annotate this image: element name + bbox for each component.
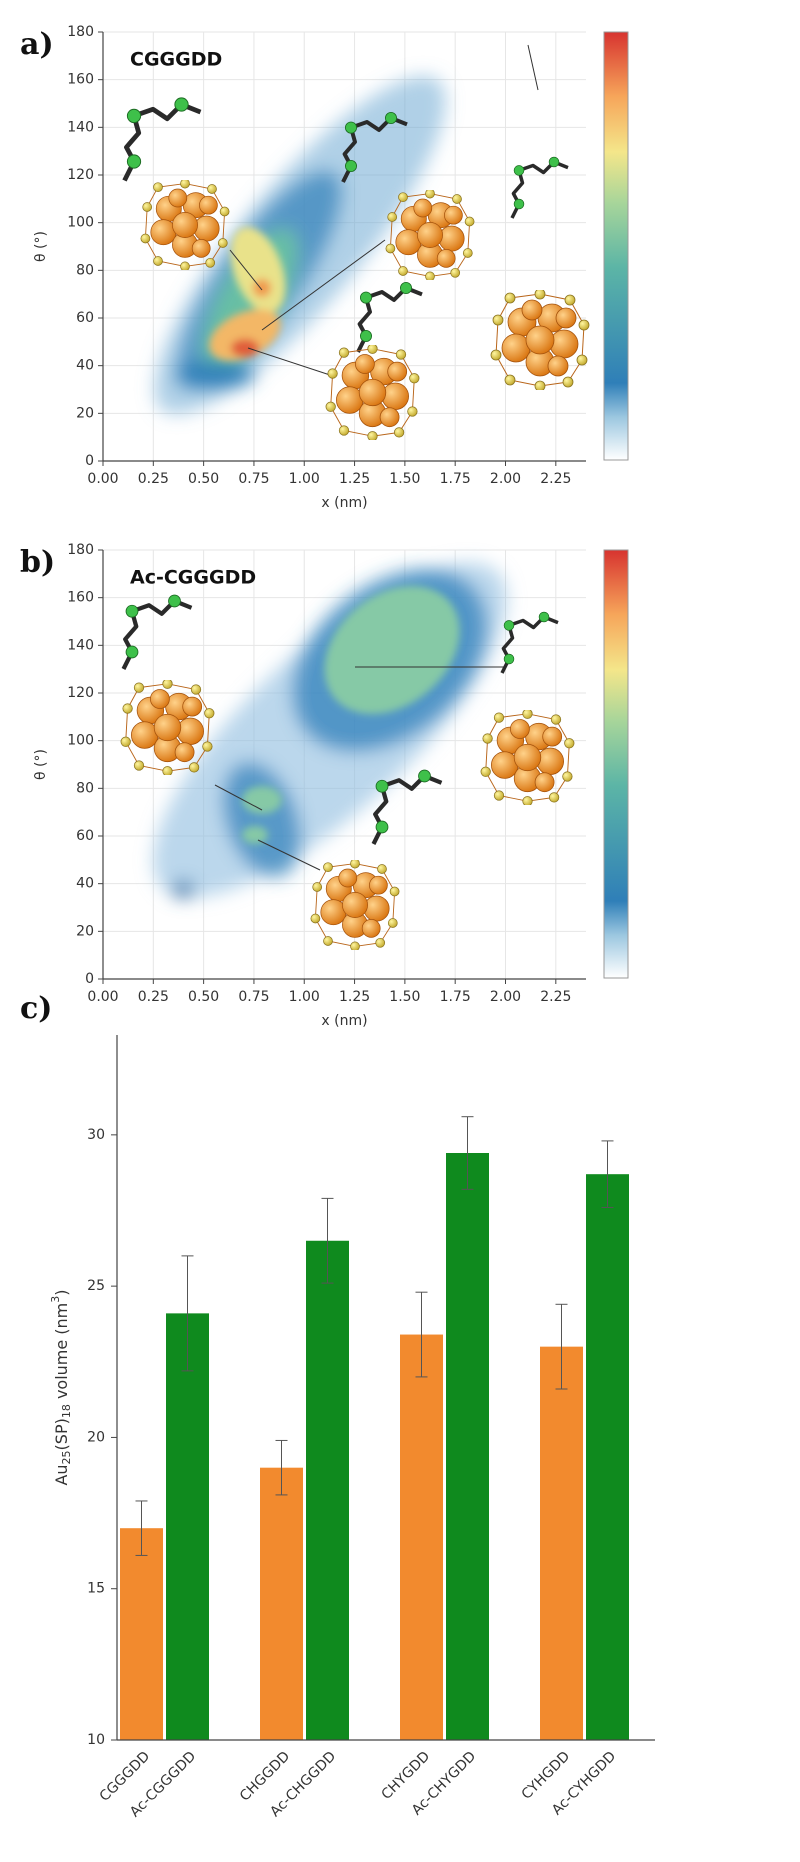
panel-label: a): [20, 27, 54, 62]
y-tick-label: 140: [67, 119, 94, 135]
y-axis-label-part: Au: [52, 1464, 71, 1485]
y-tick-label: 180: [67, 542, 94, 558]
error-bar: [275, 1439, 288, 1496]
y-tick-label: 10: [87, 1732, 105, 1748]
x-tick-label: 0.00: [87, 989, 118, 1005]
bar: [120, 1528, 163, 1740]
x-tick-label: 0.25: [138, 471, 169, 487]
y-tick-label: 60: [76, 310, 94, 326]
x-axis-label: x (nm): [321, 495, 367, 511]
y-tick-label: 40: [76, 358, 94, 374]
bar: [400, 1334, 443, 1740]
y-axis-label-part: 25: [60, 1450, 73, 1464]
x-tick-label: 1.75: [440, 471, 471, 487]
x-tick-label: 0.25: [138, 989, 169, 1005]
panel-title: Ac-CGGGDD: [130, 567, 256, 589]
y-tick-label: 140: [67, 637, 94, 653]
x-tick-label: 1.50: [389, 989, 420, 1005]
x-tick-label: 2.00: [490, 989, 521, 1005]
x-tick-label: 2.25: [540, 471, 571, 487]
x-tick-label: 2.00: [490, 471, 521, 487]
y-tick-label: 120: [67, 685, 94, 701]
y-tick-label: 20: [87, 1429, 105, 1445]
y-axis-label: θ (°): [33, 749, 49, 780]
y-tick-label: 15: [87, 1581, 105, 1597]
y-tick-label: 160: [67, 590, 94, 606]
y-tick-label: 80: [76, 262, 94, 278]
x-tick-label: 0.75: [238, 989, 269, 1005]
x-tick-label: 1.25: [339, 989, 370, 1005]
x-tick-label: 0.00: [87, 471, 118, 487]
y-tick-label: 100: [67, 215, 94, 231]
error-bar: [321, 1197, 334, 1284]
y-tick-label: 0: [85, 453, 94, 469]
x-tick-label: 1.50: [389, 471, 420, 487]
y-axis-label-part: volume (nm: [52, 1303, 71, 1404]
bar: [166, 1313, 209, 1740]
y-tick-label: 25: [87, 1278, 105, 1294]
colorbar: [603, 31, 629, 461]
y-axis-label-part: ): [52, 1289, 71, 1295]
x-tick-label: 0.75: [238, 471, 269, 487]
density-map: [120, 549, 629, 979]
y-tick-label: 30: [87, 1127, 105, 1143]
x-tick-label: 1.25: [339, 471, 370, 487]
y-axis-label: θ (°): [33, 231, 49, 262]
y-tick-label: 80: [76, 780, 94, 796]
colorbar: [603, 549, 629, 979]
error-bar: [555, 1303, 568, 1390]
y-tick-label: 160: [67, 72, 94, 88]
y-tick-label: 180: [67, 24, 94, 40]
y-axis-label-part: 3: [49, 1296, 62, 1303]
error-bar: [135, 1500, 148, 1556]
y-axis-label-part: 18: [60, 1404, 73, 1418]
y-tick-label: 20: [76, 405, 94, 421]
error-bar: [415, 1291, 428, 1378]
error-bar: [181, 1255, 194, 1372]
y-tick-label: 40: [76, 876, 94, 892]
bar: [260, 1467, 303, 1740]
x-tick-label: 2.25: [540, 989, 571, 1005]
bar: [586, 1174, 629, 1740]
density-map: [116, 31, 629, 461]
y-tick-label: 20: [76, 923, 94, 939]
y-tick-label: 120: [67, 167, 94, 183]
bar: [540, 1346, 583, 1740]
y-axis-label: Au25(SP)18 volume (nm3): [49, 1289, 73, 1485]
x-tick-label: 1.75: [440, 989, 471, 1005]
x-axis-label: x (nm): [321, 1013, 367, 1029]
y-tick-label: 0: [85, 971, 94, 987]
panel-label: c): [20, 991, 52, 1026]
error-bar: [601, 1140, 614, 1208]
x-tick-label: 0.50: [188, 989, 219, 1005]
panel-label: b): [20, 545, 55, 580]
x-tick-label: 1.00: [289, 989, 320, 1005]
y-tick-label: 100: [67, 733, 94, 749]
y-tick-label: 60: [76, 828, 94, 844]
error-bar: [461, 1116, 474, 1190]
bar: [306, 1240, 349, 1740]
panel-title: CGGGDD: [130, 49, 222, 71]
bar: [446, 1153, 489, 1740]
x-tick-label: 1.00: [289, 471, 320, 487]
x-tick-label: 0.50: [188, 471, 219, 487]
y-axis-label-part: (SP): [52, 1418, 71, 1450]
